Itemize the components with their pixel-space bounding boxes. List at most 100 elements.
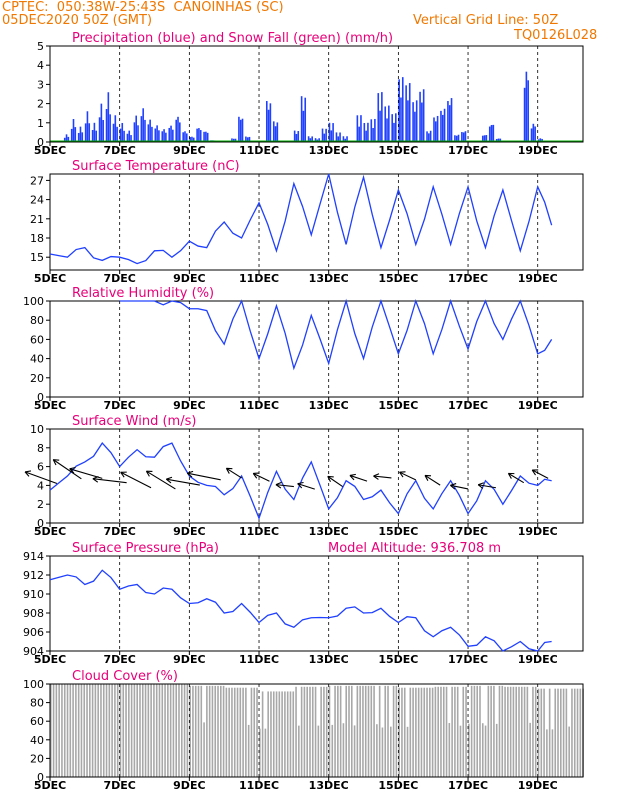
precip-bar (304, 97, 307, 142)
cloud-bar (362, 685, 364, 777)
precip-bar (133, 122, 136, 142)
y-tick-label: 80 (30, 314, 44, 327)
precip-bar (481, 135, 484, 142)
y-tick-label: 904 (23, 645, 44, 658)
wind-arrow (187, 472, 221, 481)
precip-bar (401, 77, 404, 142)
precip-bar (377, 93, 380, 142)
x-tick-label: 9DEC (173, 525, 205, 538)
cloud-bar (289, 691, 292, 777)
cloud-bar (459, 725, 462, 777)
header-datetime: 05DEC2020 50Z (GMT) (2, 13, 153, 28)
precip-bar (398, 79, 400, 142)
precip-bar (492, 124, 495, 142)
cloud-bar (529, 722, 531, 777)
precip-bar (234, 138, 237, 142)
x-tick-label: 19DEC (518, 144, 558, 157)
wind-arrow (52, 459, 82, 480)
cloud-bar (337, 685, 339, 777)
y-tick-label: 6 (37, 461, 44, 474)
precip-bar (142, 108, 144, 142)
precip-bar (121, 122, 124, 142)
precip-bar (93, 122, 96, 142)
wind-arrow-head (69, 468, 75, 474)
cloud-bar (417, 687, 420, 777)
precip-bar (272, 121, 275, 142)
cloud-bar (565, 688, 568, 777)
precip-bar (269, 103, 272, 142)
x-tick-label: 17DEC (448, 779, 488, 792)
precip-bar (295, 133, 298, 142)
x-tick-label: 15DEC (378, 779, 418, 792)
panel-title-cloud: Cloud Cover (%) (72, 669, 178, 684)
x-tick-label: 19DEC (518, 272, 558, 285)
precip-bar (447, 101, 449, 142)
x-tick-label: 19DEC (518, 779, 558, 792)
panel-title-temp: Surface Temperature (nC) (72, 159, 240, 174)
x-tick-label: 19DEC (518, 653, 558, 666)
precip-bar (422, 89, 425, 142)
cloud-bar (473, 685, 476, 777)
cloud-bar (261, 691, 264, 777)
precip-bar (182, 132, 184, 142)
wind-arrow-head (477, 482, 485, 486)
precip-bar (128, 130, 131, 142)
precip-bar (238, 116, 240, 142)
wind-arrow (327, 475, 343, 488)
x-tick-label: 7DEC (103, 144, 135, 157)
x-tick-label: 15DEC (378, 272, 418, 285)
y-tick-label: 80 (30, 697, 44, 710)
precip-bar (168, 127, 171, 142)
wind-arrow (253, 472, 270, 482)
precip-bar (335, 132, 338, 142)
precip-bar (98, 117, 101, 142)
cloud-bar (150, 684, 152, 777)
x-tick-label: 5DEC (34, 399, 66, 412)
precip-bar (499, 138, 502, 142)
wind-arrow-head (145, 470, 150, 477)
precip-bar (119, 128, 122, 142)
cloud-bar (211, 685, 214, 777)
precip-bar (175, 119, 178, 142)
cloud-bar (501, 685, 504, 777)
cloud-bar (267, 691, 269, 777)
temp-line (49, 173, 553, 265)
precip-bar (184, 131, 186, 142)
precip-bar (302, 110, 305, 142)
x-tick-label: 7DEC (103, 779, 135, 792)
cloud-bar (270, 691, 272, 777)
precip-bar (318, 138, 320, 142)
precip-bar (455, 135, 458, 142)
precip-bar (91, 130, 94, 142)
cloud-bar (532, 686, 534, 777)
precip-bar (77, 132, 80, 142)
precip-bar (116, 126, 118, 142)
cloud-bar (314, 686, 317, 777)
precip-bar (81, 132, 84, 142)
cloud-bar (225, 687, 228, 777)
precip-bar (147, 124, 150, 142)
precip-bar (426, 131, 428, 142)
wind-arrow (146, 470, 176, 490)
precip-bar (330, 130, 333, 142)
precip-bar (391, 114, 393, 142)
x-tick-label: 17DEC (448, 272, 488, 285)
precip-bar (163, 129, 165, 142)
cloud-bar (515, 686, 518, 777)
cloud-bar (350, 685, 353, 777)
wind-arrow-head (187, 470, 194, 474)
cloud-bar (94, 684, 97, 777)
cloud-bar (573, 688, 576, 777)
precip-bar (84, 123, 87, 142)
cloud-bar (442, 686, 445, 777)
precip-bar (105, 108, 108, 142)
cloud-bar (200, 685, 203, 777)
precip-bar (337, 136, 340, 142)
precip-bar (86, 111, 89, 142)
cloud-bar (50, 684, 52, 777)
precip-bar (154, 128, 157, 142)
cloud-bar (259, 728, 261, 777)
precip-bar (65, 134, 68, 142)
y-tick-label: 24 (30, 194, 44, 207)
wind-arrow (275, 484, 294, 488)
